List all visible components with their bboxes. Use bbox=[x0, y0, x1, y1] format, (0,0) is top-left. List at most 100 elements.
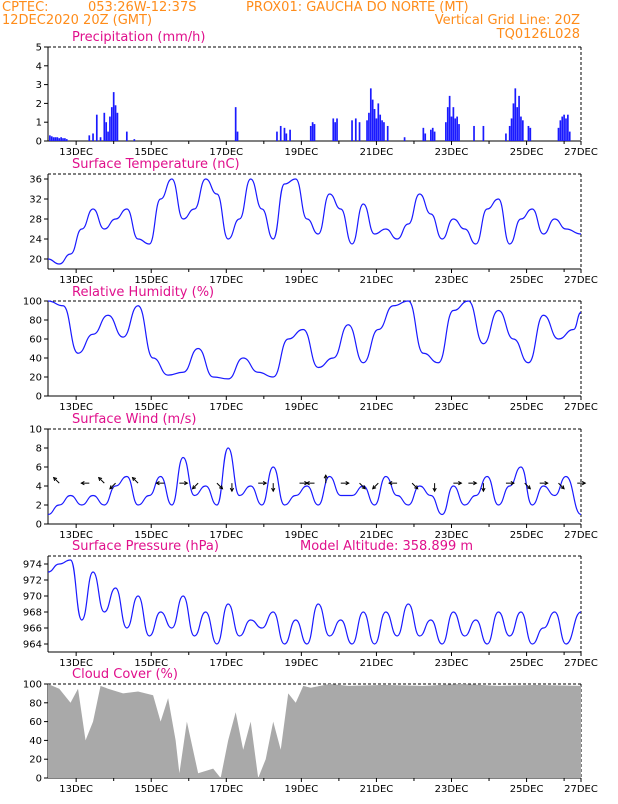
precip-bar bbox=[375, 118, 378, 141]
pres-xtick-label: 25DEC bbox=[510, 658, 544, 669]
wind-arrow-head bbox=[345, 481, 350, 486]
pres-xtick-label: 27DEC bbox=[564, 658, 598, 669]
cloud-xtick-label: 21DEC bbox=[360, 784, 394, 795]
precip-bar bbox=[514, 88, 517, 141]
precip-bar bbox=[92, 133, 94, 141]
wind-arrow-head bbox=[388, 481, 393, 486]
precip-bar bbox=[289, 129, 291, 141]
precip-bar bbox=[351, 120, 353, 141]
precip-bar bbox=[313, 124, 316, 141]
temp-xtick-label: 27DEC bbox=[564, 275, 598, 286]
precip-bar bbox=[54, 137, 57, 141]
precip-bar bbox=[561, 116, 564, 141]
precip-bar bbox=[88, 135, 91, 141]
precip-bar bbox=[510, 118, 513, 141]
precip-bar bbox=[433, 131, 436, 141]
cloud-ytick-label: 80 bbox=[29, 698, 42, 709]
wind-arrow-head bbox=[371, 485, 377, 490]
wind-arrow-shaft bbox=[98, 477, 105, 484]
precip-bar bbox=[276, 131, 278, 141]
temp-ytick-label: 20 bbox=[29, 255, 42, 266]
rh-ytick-label: 20 bbox=[29, 373, 42, 384]
header-grid-line: Vertical Grid Line: 20Z bbox=[435, 13, 580, 28]
pres-xtick-label: 21DEC bbox=[360, 658, 394, 669]
wind-arrow-head bbox=[219, 485, 224, 490]
wind-arrow-head bbox=[229, 487, 235, 493]
precip-bar bbox=[381, 120, 383, 141]
precip-bar bbox=[383, 122, 385, 141]
precip-bar bbox=[62, 138, 64, 141]
cloud-ytick-label: 20 bbox=[29, 755, 42, 766]
precip-panel: 0 1 2 3 4 5 13DEC 15DEC 17DEC 19DEC 21DEC 23DEC 25DE… bbox=[36, 43, 598, 159]
precip-ytick-label: 5 bbox=[36, 43, 42, 54]
temp-xtick-label: 23DEC bbox=[435, 275, 469, 286]
precip-xtick-label: 23DEC bbox=[435, 147, 469, 158]
precip-bar bbox=[283, 127, 286, 141]
wind-arrow-shaft bbox=[411, 482, 419, 490]
wind-xtick-label: 23DEC bbox=[435, 530, 469, 541]
wind-arrow-head bbox=[560, 485, 565, 490]
rh-xtick-label: 27DEC bbox=[564, 402, 598, 413]
precip-bar bbox=[65, 139, 68, 141]
precip-bar bbox=[559, 120, 562, 141]
precip-bar bbox=[422, 127, 425, 141]
wind-ytick-label: 6 bbox=[36, 463, 42, 474]
cloud-xtick-label: 23DEC bbox=[435, 784, 469, 795]
temp-ytick-label: 28 bbox=[29, 215, 42, 226]
pres-xtick-label: 13DEC bbox=[59, 658, 93, 669]
precip-bar bbox=[110, 107, 113, 141]
wind-arrow-head bbox=[414, 485, 419, 490]
wind-xtick-label: 15DEC bbox=[134, 530, 168, 541]
wind-arrow-head bbox=[80, 481, 85, 486]
cloud-title: Cloud Cover (%) bbox=[72, 667, 178, 682]
precip-bar bbox=[521, 120, 524, 141]
cloud-xtick-label: 13DEC bbox=[59, 784, 93, 795]
wind-title: Surface Wind (m/s) bbox=[72, 412, 196, 427]
wind-arrow-shaft bbox=[558, 482, 565, 490]
wind-arrow-head bbox=[262, 481, 268, 486]
precip-bar bbox=[482, 125, 485, 141]
precip-bar bbox=[354, 118, 357, 141]
cloud-area bbox=[48, 684, 581, 778]
wind-xtick-label: 27DEC bbox=[564, 530, 598, 541]
header-cptec: CPTEC: bbox=[2, 0, 49, 15]
pres-xtick-label: 17DEC bbox=[209, 658, 243, 669]
precip-bar bbox=[508, 125, 511, 141]
precip-xtick-label: 13DEC bbox=[59, 147, 93, 158]
wind-arrow-head bbox=[473, 481, 478, 486]
precip-bar bbox=[565, 118, 567, 141]
precip-bar bbox=[236, 131, 239, 141]
precip-bar bbox=[366, 120, 368, 141]
precip-ytick-label: 2 bbox=[36, 99, 42, 110]
precip-bar bbox=[58, 138, 61, 141]
temp-xtick-label: 13DEC bbox=[59, 275, 93, 286]
precip-bar bbox=[473, 125, 475, 141]
temp-ytick-label: 32 bbox=[29, 195, 42, 206]
wind-ytick-label: 0 bbox=[36, 520, 42, 531]
precip-xtick-label: 15DEC bbox=[134, 147, 168, 158]
precip-bar bbox=[56, 137, 59, 141]
precip-bar bbox=[568, 131, 571, 141]
rh-ytick-label: 60 bbox=[29, 335, 42, 346]
pres-series-line bbox=[47, 559, 582, 645]
cloud-xtick-label: 25DEC bbox=[510, 784, 544, 795]
precip-bar bbox=[371, 99, 374, 141]
pres-xtick-label: 19DEC bbox=[284, 658, 318, 669]
wind-xtick-label: 25DEC bbox=[510, 530, 544, 541]
pres-ytick-label: 968 bbox=[23, 608, 42, 619]
precip-bar bbox=[125, 131, 128, 141]
precip-bar bbox=[358, 122, 361, 141]
precip-bar bbox=[285, 133, 288, 141]
precip-bar bbox=[505, 133, 507, 141]
rh-title: Relative Humidity (%) bbox=[72, 285, 214, 300]
wind-arrow-head bbox=[155, 481, 160, 486]
rh-series-line bbox=[47, 300, 582, 380]
pres-xtick-label: 23DEC bbox=[435, 658, 469, 669]
wind-arrow-head bbox=[432, 487, 437, 493]
rh-panel: 0 20 40 60 80 100 13DEC 15DEC 17DEC 19DEC 21DEC 23D… bbox=[23, 297, 598, 414]
wind-arrow-head bbox=[131, 476, 136, 482]
wind-arrow-head bbox=[184, 481, 189, 486]
temp-xtick-label: 15DEC bbox=[134, 275, 168, 286]
precip-bar bbox=[334, 122, 336, 141]
cloud-ytick-label: 100 bbox=[23, 680, 42, 691]
